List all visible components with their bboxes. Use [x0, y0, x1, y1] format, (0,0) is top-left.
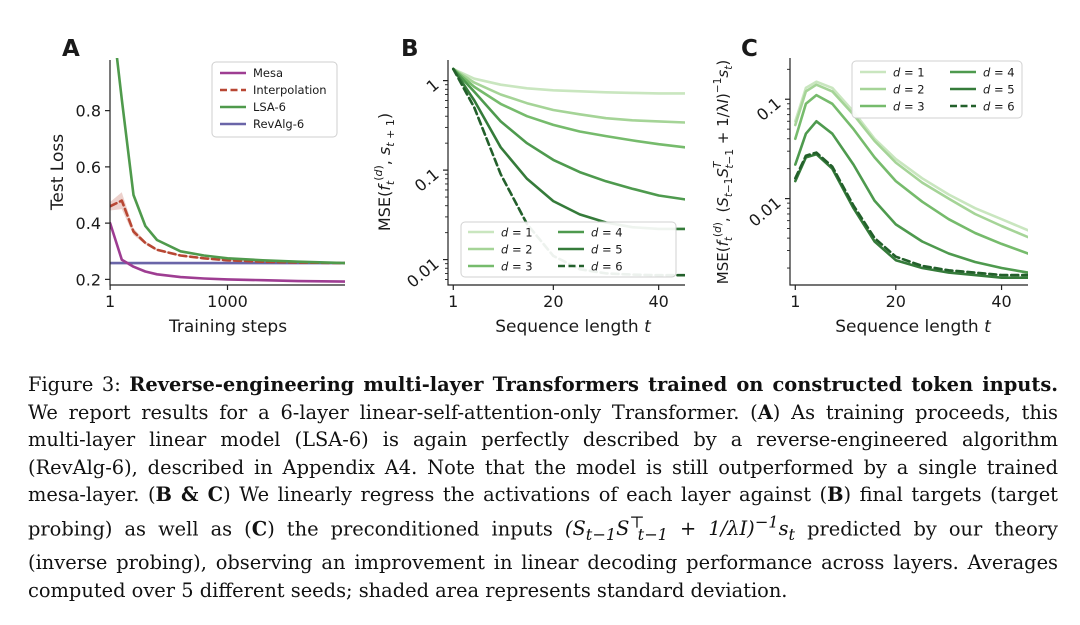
x-tick-label: 20 [886, 292, 906, 311]
legend-label-d=1: d = 1 [501, 226, 533, 240]
axes-spine [447, 60, 685, 286]
panel-a: A 1 1000 0.2 0.4 0.6 0.8 Training steps Test … [48, 36, 345, 337]
caption-math: (St−1S⊤t−1 + 1/λI)−1st [564, 512, 796, 545]
x-tick-label: 20 [543, 292, 563, 311]
axes-spine [789, 58, 1028, 286]
y-tick-label: 0.01 [745, 193, 785, 230]
caption-text-1: We report results for a 6-layer linear-s… [28, 400, 758, 424]
y-tick-label: 0.01 [403, 254, 443, 291]
panel-b-label: B [401, 36, 419, 62]
std-band-interpolation [110, 192, 345, 264]
series-line-d=1 [793, 80, 1028, 232]
panel-c-label: C [741, 36, 758, 62]
panel-a-xlabel: Training steps [168, 317, 287, 337]
figure-3: A 1 1000 0.2 0.4 0.6 0.8 Training steps Test … [48, 36, 1028, 337]
legend-label-d=6: d = 6 [591, 260, 623, 274]
panel-c-legend-box [851, 60, 1023, 119]
caption-text-4: ) final targets (target probing) as well… [28, 483, 1058, 541]
panel-b-xlabel: Sequence length t [495, 317, 652, 337]
y-tick-label: 0.1 [753, 94, 785, 125]
caption-label: Figure 3: [28, 373, 130, 396]
legend-label-d=1: d = 1 [893, 66, 925, 80]
legend-label-d=2: d = 2 [893, 83, 925, 97]
legend-label-d=5: d = 5 [591, 243, 623, 257]
series-line-d=5 [793, 152, 1028, 280]
panel-b-ylabel: MSE(ft(d), st + 1) [372, 113, 397, 231]
panel-c: C 1 20 40 0.1 0.01 Sequence length t MSE(ft(… [712, 36, 1028, 337]
y-tick-label: 0.6 [76, 158, 101, 177]
panel-b: B 1 20 40 1 0.1 0.01 Sequence length t MSE(ft… [372, 36, 685, 337]
panel-a-legend: Mesa Interpolation LSA-6 RevAlg-6 [211, 61, 338, 138]
panel-a-label: A [62, 36, 80, 62]
caption-text-3: ) We linearly regress the activations of… [223, 483, 828, 507]
series-line-d=4 [451, 67, 685, 201]
figure-caption: Figure 3: Reverse-engineering multi-laye… [28, 371, 1058, 604]
legend-label-mesa: Mesa [253, 66, 283, 80]
y-tick-label: 0.1 [411, 165, 443, 196]
series-line-d=2 [451, 67, 685, 124]
x-tick-label: 40 [991, 292, 1011, 311]
caption-ref-c: C [251, 517, 268, 541]
series-line-d=4 [793, 120, 1028, 274]
y-tick-label: 1 [423, 75, 443, 96]
caption-text-2: ) As training proceeds, this multi-layer… [28, 400, 1058, 507]
caption-ref-b: B [827, 483, 844, 507]
series-line-d=3 [451, 67, 685, 149]
y-tick-label: 0.2 [76, 270, 101, 289]
panel-a-plot-area: 1 1000 0.2 0.4 0.6 0.8 [76, 58, 345, 311]
legend-label-interpolation: Interpolation [253, 83, 327, 97]
panel-c-ylabel: MSE(ft(d), (St−1STt−1 + 1/λI)−1st) [712, 60, 736, 284]
x-tick-label: 1000 [207, 292, 248, 311]
legend-label-d=3: d = 3 [501, 260, 533, 274]
legend-label-d=3: d = 3 [893, 100, 925, 114]
legend-label-d=6: d = 6 [983, 100, 1015, 114]
x-tick-label: 1 [448, 292, 458, 311]
legend-label-d=5: d = 5 [983, 83, 1015, 97]
panel-a-ylabel: Test Loss [48, 134, 68, 211]
x-tick-label: 1 [790, 292, 800, 311]
series-line-d=3 [793, 93, 1028, 255]
panel-c-xlabel: Sequence length t [835, 317, 992, 337]
caption-ref-bc: B & C [155, 483, 224, 507]
caption-text-6: predicted by our theory (inverse probing… [28, 517, 1059, 602]
caption-title: Reverse-engineering multi-layer Transfor… [129, 373, 1058, 396]
legend-label-d=4: d = 4 [983, 66, 1015, 80]
panel-a-legend-box [211, 61, 338, 138]
series-line-mesa [110, 221, 345, 283]
series-line-d=2 [793, 83, 1028, 239]
y-tick-label: 0.8 [76, 102, 101, 121]
legend-label-revalg6: RevAlg-6 [253, 117, 304, 131]
series-line-d=1 [451, 67, 685, 95]
y-tick-label: 0.4 [76, 214, 101, 233]
legend-label-d=2: d = 2 [501, 243, 533, 257]
x-tick-label: 1 [105, 292, 115, 311]
series-line-interpolation [110, 199, 345, 265]
series-line-d=6 [793, 151, 1028, 277]
caption-text-5: ) the preconditioned inputs [267, 517, 565, 541]
panel-b-legend: d = 1 d = 2 d = 3 d = 4 d = 5 d = 6 [460, 221, 677, 278]
legend-label-d=4: d = 4 [591, 226, 623, 240]
series-line-lsa-6 [115, 58, 345, 265]
x-tick-label: 40 [648, 292, 668, 311]
legend-label-lsa6: LSA-6 [253, 100, 286, 114]
caption-ref-a: A [757, 400, 773, 424]
panel-c-legend: d = 1 d = 2 d = 3 d = 4 d = 5 d = 6 [851, 60, 1023, 119]
